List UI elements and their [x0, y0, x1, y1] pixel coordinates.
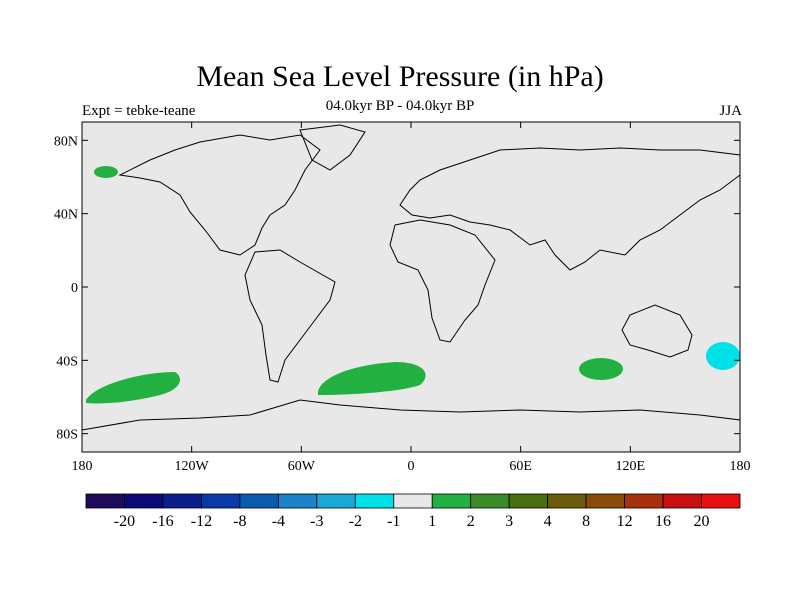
anomaly-south-pacific	[86, 372, 180, 404]
colorbar-label: -2	[349, 513, 362, 530]
colorbar-label: 20	[694, 513, 710, 530]
anomaly-new-zealand	[706, 342, 740, 370]
colorbar-label: 2	[467, 513, 475, 530]
anomaly-south-atlantic	[318, 362, 426, 395]
latitude-ticks: 80N 40N 0 40S 80S	[54, 134, 740, 443]
colorbar-label: -16	[152, 513, 173, 530]
colorbar-label: -8	[233, 513, 246, 530]
lon-tick-label: 120W	[175, 459, 210, 474]
colorbar-label: -4	[272, 513, 285, 530]
colorbar-swatch	[85, 493, 125, 509]
anomaly-alaska	[94, 166, 118, 178]
colorbar-label: -3	[310, 513, 323, 530]
lon-tick-label: 0	[408, 459, 415, 474]
coastlines	[81, 124, 741, 432]
anomaly-south-indian	[579, 358, 623, 380]
colorbar-swatch	[431, 493, 472, 509]
lon-tick-label: 180	[730, 459, 751, 474]
lon-tick-label: 120E	[616, 459, 646, 474]
colorbar-swatch	[470, 493, 510, 509]
coastline-greenland	[299, 124, 366, 171]
coastline-australia	[621, 304, 693, 358]
coastline-europe-asia	[399, 147, 741, 271]
colorbar-swatch	[585, 493, 625, 509]
colorbar-label: -12	[191, 513, 212, 530]
longitude-ticks: 180 120W 60W 0 60E 120E 180	[72, 122, 751, 474]
colorbar-swatch	[201, 493, 241, 509]
colorbar-label: 16	[655, 513, 671, 530]
colorbar-label: 3	[505, 513, 513, 530]
colorbar-label: -20	[114, 513, 135, 530]
colorbar-swatch	[239, 493, 279, 509]
coastline-north-america	[118, 134, 321, 256]
colorbar-label: 12	[617, 513, 633, 530]
colorbar-swatch	[354, 493, 395, 509]
map-background	[82, 122, 740, 452]
colorbar-swatch	[547, 493, 587, 509]
colorbar-swatch	[124, 493, 164, 509]
lat-tick-label: 80N	[54, 134, 78, 149]
experiment-label: Expt = tebke-teane	[82, 103, 196, 119]
map-title: Mean Sea Level Pressure (in hPa)	[196, 60, 604, 93]
colorbar-swatch	[508, 493, 549, 509]
anomaly-fills	[86, 166, 740, 404]
colorbar-labels: -20 -16 -12 -8 -4 -3 -2 -1 1 2 3 4 8 12 16 20	[114, 513, 710, 530]
colorbar	[85, 493, 741, 509]
colorbar-swatch	[277, 493, 318, 509]
colorbar-swatch	[316, 493, 356, 509]
colorbar-label: -1	[387, 513, 400, 530]
lat-tick-label: 0	[71, 281, 78, 296]
colorbar-swatch	[701, 493, 741, 509]
lon-tick-label: 60E	[509, 459, 532, 474]
lat-tick-label: 80S	[56, 428, 78, 443]
colorbar-swatch	[162, 493, 202, 509]
colorbar-label: 1	[428, 513, 436, 530]
colorbar-label: 8	[582, 513, 590, 530]
coastline-antarctica	[81, 399, 741, 432]
colorbar-swatch	[662, 493, 702, 509]
season-label: JJA	[719, 103, 742, 119]
colorbar-swatch	[624, 493, 664, 509]
lat-tick-label: 40N	[54, 208, 78, 223]
map-subtitle: 04.0kyr BP - 04.0kyr BP	[325, 98, 475, 114]
lon-tick-label: 180	[72, 459, 93, 474]
lat-tick-label: 40S	[56, 354, 78, 369]
colorbar-label: 4	[544, 513, 552, 530]
coastline-south-america	[244, 249, 336, 383]
lon-tick-label: 60W	[288, 459, 316, 474]
coastline-africa	[389, 219, 496, 343]
colorbar-swatch	[393, 493, 433, 509]
